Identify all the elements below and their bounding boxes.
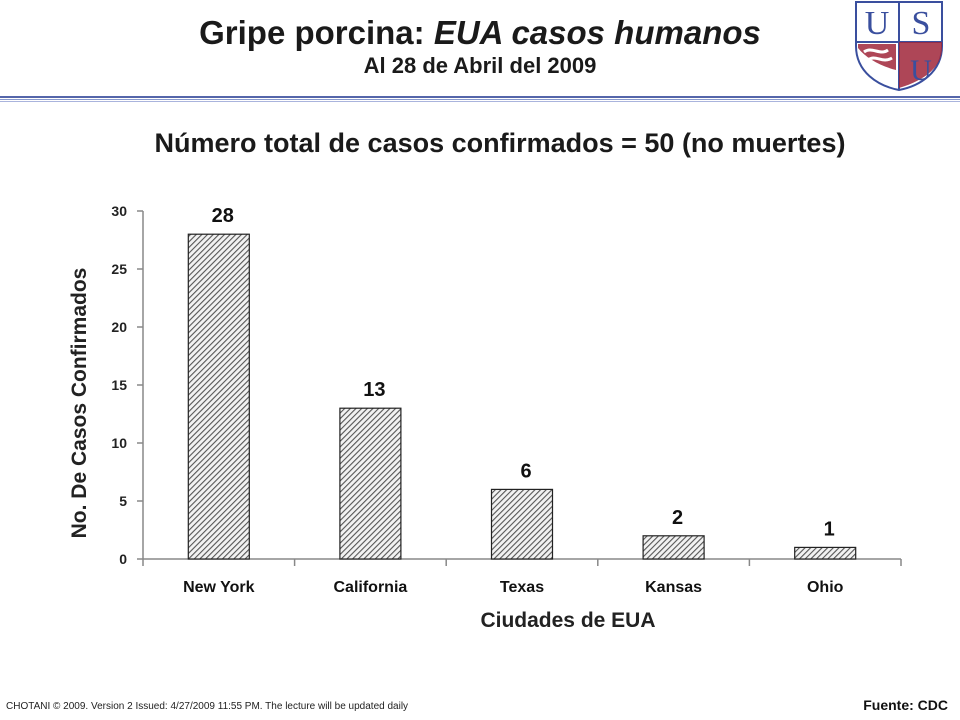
page-title: Gripe porcina: EUA casos humanos bbox=[0, 14, 960, 52]
bar-kansas bbox=[642, 535, 705, 560]
y-tick-label: 5 bbox=[119, 493, 127, 509]
title-italic: EUA casos humanos bbox=[433, 14, 761, 51]
x-tick-label: Kansas bbox=[645, 579, 702, 596]
x-tick-label: Texas bbox=[500, 579, 544, 596]
usu-logo: U S U bbox=[855, 1, 943, 92]
y-tick-label: 10 bbox=[111, 435, 127, 451]
bar-new-york bbox=[187, 233, 250, 560]
x-axis-title: Ciudades de EUA bbox=[480, 609, 655, 632]
footer-copyright: CHOTANI © 2009. Version 2 Issued: 4/27/2… bbox=[6, 701, 409, 712]
y-tick-label: 25 bbox=[111, 261, 127, 277]
logo-letter-u1: U bbox=[865, 5, 890, 42]
data-label: 28 bbox=[212, 205, 234, 227]
logo-letter-u2: U bbox=[910, 54, 932, 87]
headline: Número total de casos confirmados = 50 (… bbox=[154, 128, 846, 158]
bar-ohio bbox=[794, 546, 857, 560]
chart-labels: 28 New York 13 California 6 Texas 2 Kansas 1 Ohio bbox=[183, 205, 844, 596]
y-tick-label: 15 bbox=[111, 377, 127, 393]
bar-california bbox=[339, 407, 402, 560]
title-block: Gripe porcina: EUA casos humanos Al 28 d… bbox=[0, 14, 960, 80]
footer-source: Fuente: CDC bbox=[863, 697, 948, 713]
x-tick-label: California bbox=[334, 579, 408, 596]
y-axis-title: No. De Casos Confirmados bbox=[68, 268, 91, 539]
data-label: 6 bbox=[520, 460, 531, 482]
y-tick-label: 0 bbox=[119, 551, 127, 567]
logo-letter-s: S bbox=[912, 5, 931, 42]
y-tick-label: 30 bbox=[111, 203, 127, 219]
data-label: 1 bbox=[824, 518, 835, 540]
x-tick-label: Ohio bbox=[807, 579, 844, 596]
chart-bars bbox=[187, 233, 857, 560]
data-label: 2 bbox=[672, 507, 683, 529]
data-label: 13 bbox=[363, 379, 385, 401]
bar-texas bbox=[490, 488, 554, 560]
x-tick-label: New York bbox=[183, 579, 255, 596]
page-subtitle: Al 28 de Abril del 2009 bbox=[363, 53, 597, 78]
header-divider bbox=[0, 96, 960, 102]
title-plain: Gripe porcina: bbox=[199, 14, 434, 51]
y-tick-label: 20 bbox=[111, 319, 127, 335]
